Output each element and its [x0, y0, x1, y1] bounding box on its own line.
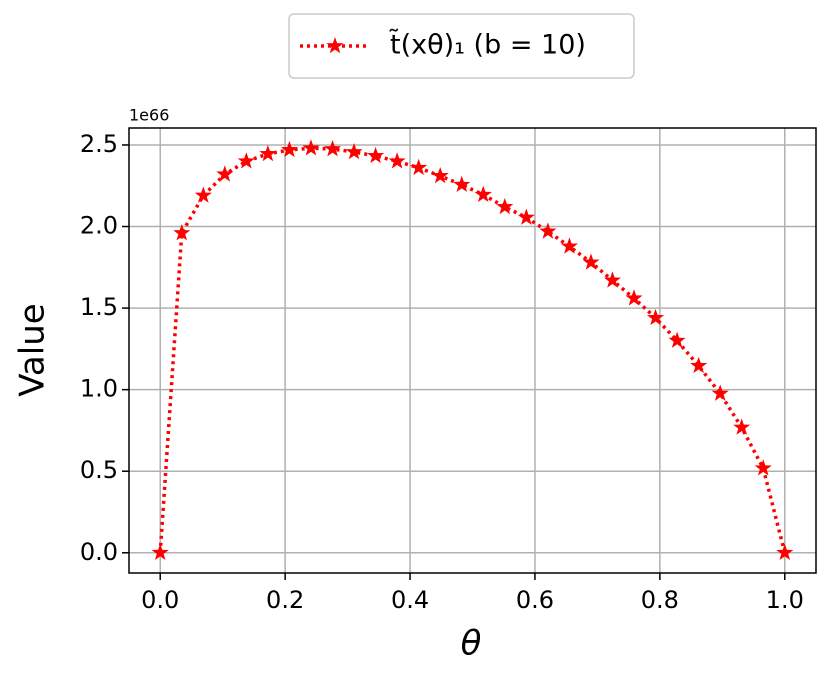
y-tick-label: 2.5 — [80, 130, 118, 158]
data-point — [323, 140, 342, 157]
x-tick-label: 0.4 — [391, 586, 429, 614]
data-point — [302, 139, 320, 156]
data-point — [259, 144, 277, 162]
data-point — [453, 175, 471, 193]
x-tick-label: 0.2 — [266, 586, 304, 614]
legend-marker — [326, 37, 344, 54]
data-point — [151, 543, 169, 561]
data-point — [216, 165, 234, 182]
data-point — [474, 185, 492, 202]
data-point — [345, 142, 363, 160]
plot-frame — [128, 127, 817, 574]
y-tick-label: 0.5 — [80, 456, 118, 484]
data-point — [194, 186, 212, 203]
data-point — [388, 152, 406, 169]
data-point — [280, 140, 299, 158]
data-point — [625, 289, 643, 306]
data-point — [711, 384, 729, 401]
data-line — [158, 146, 787, 554]
data-point — [646, 308, 665, 326]
legend-label: t̃(xθ)₁ (b = 10) — [388, 29, 585, 61]
axis-offset: 1e66 — [129, 106, 169, 125]
data-point — [582, 253, 600, 270]
x-tick-label: 0.8 — [641, 586, 679, 614]
data-point — [410, 158, 428, 176]
data-point — [603, 271, 622, 288]
x-tick-label: 1.0 — [766, 586, 804, 614]
data-point — [560, 237, 578, 254]
y-tick-label: 0.0 — [80, 538, 118, 566]
x-tick-label: 0.0 — [141, 586, 179, 614]
data-point — [496, 197, 514, 215]
data-point — [173, 224, 191, 241]
data-point — [237, 152, 255, 169]
data-point — [690, 356, 708, 374]
data-point — [776, 543, 794, 561]
data-point — [668, 331, 686, 348]
data-point — [539, 222, 557, 239]
y-tick-label: 1.5 — [80, 293, 118, 321]
data-point — [754, 459, 772, 476]
y-tick-label: 2.0 — [80, 212, 118, 240]
legend-box — [288, 13, 635, 79]
y-axis-label: Value — [13, 303, 53, 396]
data-point — [733, 418, 751, 435]
x-axis-label: θ — [461, 624, 482, 664]
x-tick-label: 0.6 — [516, 586, 554, 614]
y-tick-label: 1.0 — [80, 375, 118, 403]
data-point — [431, 166, 449, 184]
data-point — [517, 208, 535, 225]
data-point — [367, 146, 385, 164]
